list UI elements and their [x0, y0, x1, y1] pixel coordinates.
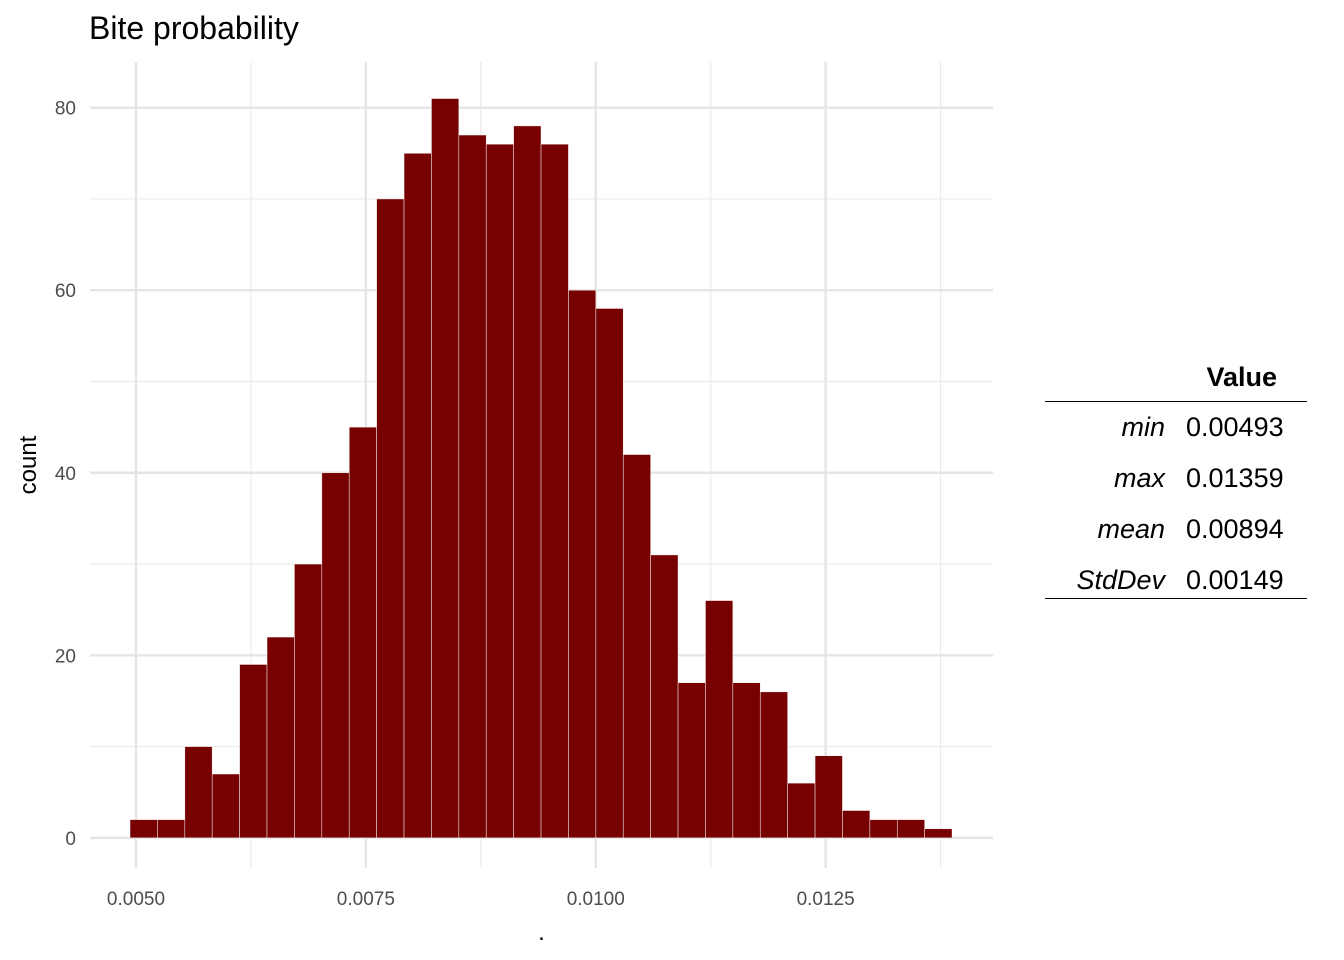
table-header: Value — [1045, 362, 1307, 402]
histogram-bar — [540, 143, 569, 839]
row-value: 0.00894 — [1186, 514, 1284, 544]
histogram-bar — [842, 810, 871, 839]
histogram-bar — [129, 819, 158, 839]
summary-table: Value min 0.00493 max 0.01359 mean 0.00894 … — [1045, 362, 1307, 599]
histogram-bar — [211, 773, 240, 839]
histogram-bar — [595, 308, 624, 839]
histogram-bar — [513, 125, 542, 839]
x-axis-label: . — [538, 919, 545, 946]
table-row: min 0.00493 — [1045, 402, 1307, 453]
row-key: max — [1113, 463, 1165, 493]
table-row: max 0.01359 — [1045, 453, 1307, 504]
histogram-bar — [485, 143, 514, 839]
histogram-bar — [184, 746, 213, 839]
histogram-bar — [896, 819, 925, 839]
y-tick-label: 0 — [65, 829, 76, 850]
x-tick-label: 0.0075 — [337, 889, 395, 910]
histogram-bar — [348, 426, 377, 839]
y-tick-label: 40 — [55, 464, 76, 485]
histogram-bar — [677, 682, 706, 839]
row-value: 0.00149 — [1186, 565, 1284, 595]
x-tick-label: 0.0100 — [567, 889, 625, 910]
row-key: mean — [1097, 514, 1165, 544]
histogram-bar — [869, 819, 898, 839]
histogram-bar — [759, 691, 788, 839]
histogram-bar — [732, 682, 761, 839]
histogram-bar — [650, 554, 679, 839]
table-row: StdDev 0.00149 — [1045, 555, 1307, 606]
histogram-bar — [787, 782, 816, 839]
y-tick-label: 80 — [55, 99, 76, 120]
row-value: 0.00493 — [1186, 412, 1284, 442]
histogram-bar — [321, 472, 350, 839]
y-tick-label: 20 — [55, 646, 76, 667]
histogram: 0 20 40 60 80 0.0050 0.0075 0.0100 0.0125. count — [15, 62, 993, 946]
table-bottom-rule — [1045, 598, 1307, 599]
histogram-bar — [376, 198, 405, 839]
histogram-bar — [814, 755, 843, 839]
table-row: mean 0.00894 — [1045, 504, 1307, 555]
histogram-bar — [239, 664, 268, 839]
y-axis-label: count — [15, 435, 42, 494]
histogram-bar — [431, 98, 460, 839]
histogram-bar — [157, 819, 186, 839]
histogram-bar — [403, 152, 432, 839]
y-tick-label: 60 — [55, 281, 76, 302]
row-key: StdDev — [1076, 565, 1165, 595]
histogram-bar — [622, 454, 651, 839]
histogram-bar — [294, 563, 323, 839]
chart-title: Bite probability — [89, 10, 299, 46]
histogram-bar — [924, 828, 953, 839]
row-value: 0.01359 — [1186, 463, 1284, 493]
histogram-bar — [458, 134, 487, 839]
histogram-bar — [266, 636, 295, 839]
histogram-bar — [705, 600, 734, 839]
histogram-bar — [568, 289, 597, 839]
row-key: min — [1121, 412, 1165, 442]
x-tick-label: 0.0050 — [107, 889, 165, 910]
x-tick-label: 0.0125 — [797, 889, 855, 910]
